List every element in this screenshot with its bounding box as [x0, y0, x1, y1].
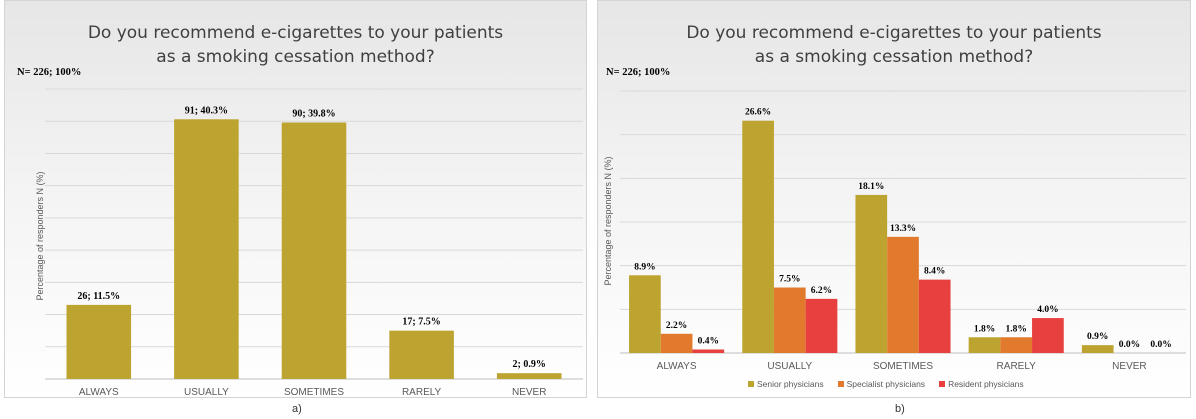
bar	[66, 304, 132, 379]
chart-title-line-1: Do you recommend e-cigarettes to your pa…	[87, 23, 504, 43]
data-label: 8.4%	[924, 267, 945, 277]
chart-plot-area: 8.9% 2.2% 0.4% ALWAYS 26.6% 7.5% 6.2% USUALLY 18…	[620, 90, 1186, 372]
data-label: 18.1%	[858, 182, 884, 192]
legend-item: Resident physicians	[939, 379, 1024, 389]
bar	[887, 236, 919, 353]
data-label: 8.9%	[634, 262, 655, 272]
chart-title-line-2: as a smoking cessation method?	[156, 47, 435, 67]
x-tick-label: RARELY	[997, 361, 1037, 372]
x-tick-label: RARELY	[402, 387, 442, 398]
data-label: 90; 39.8%	[292, 109, 335, 120]
bar	[496, 373, 562, 379]
bar	[1081, 345, 1114, 353]
bar	[1032, 318, 1064, 353]
bar	[660, 333, 693, 353]
bar	[1000, 337, 1033, 353]
bar	[855, 194, 888, 353]
data-label: 17; 7.5%	[402, 317, 440, 328]
legend-label: Specialist physicians	[846, 379, 926, 389]
data-label: 1.8%	[1006, 324, 1027, 334]
data-label: 13.3%	[890, 224, 916, 234]
legend-item: Senior physicians	[748, 379, 824, 389]
x-tick-label: SOMETIMES	[284, 387, 344, 398]
legend-item: Specialist physicians	[837, 379, 926, 389]
legend-label: Senior physicians	[757, 379, 824, 389]
x-tick-label: USUALLY	[184, 387, 229, 398]
bar	[805, 298, 838, 353]
chart-plot-area: 26; 11.5% ALWAYS 91; 40.3% USUALLY 90; 39.8%…	[45, 88, 583, 398]
data-label: 4.0%	[1037, 305, 1058, 315]
bar	[629, 275, 661, 353]
panel-caption-b: b)	[895, 403, 905, 415]
sample-size-label: N= 226; 100%	[17, 67, 82, 78]
bar	[742, 120, 774, 354]
chart-panel-a: Do you recommend e-cigarettes to your pa…	[4, 0, 587, 398]
legend-swatch	[939, 381, 946, 387]
x-tick-label: NEVER	[512, 387, 546, 398]
x-tick-label: USUALLY	[767, 361, 812, 372]
data-label: 91; 40.3%	[185, 105, 228, 116]
bar	[692, 349, 725, 353]
legend-swatch	[748, 381, 754, 387]
panel-caption-a: a)	[292, 403, 302, 415]
data-label: 2; 0.9%	[513, 359, 546, 370]
data-label: 0.0%	[1119, 340, 1140, 350]
data-label: 1.8%	[974, 324, 995, 334]
bar	[918, 279, 951, 353]
chart-title: Do you recommend e-cigarettes to your pa…	[598, 21, 1190, 69]
x-tick-label: ALWAYS	[79, 387, 119, 398]
x-tick-label: NEVER	[1112, 361, 1146, 372]
chart-title-line-1: Do you recommend e-cigarettes to your pa…	[686, 23, 1102, 43]
x-tick-label: ALWAYS	[657, 361, 697, 372]
bar	[773, 287, 806, 353]
bar	[968, 337, 1001, 353]
sample-size-label: N= 226; 100%	[606, 67, 671, 78]
data-label: 6.2%	[811, 286, 832, 296]
data-label: 7.5%	[779, 275, 800, 285]
bar	[281, 122, 347, 379]
data-label: 0.4%	[698, 337, 719, 347]
legend-swatch	[837, 381, 844, 387]
x-tick-label: SOMETIMES	[873, 361, 933, 372]
chart-title: Do you recommend e-cigarettes to your pa…	[5, 21, 586, 69]
chart-title-line-2: as a smoking cessation method?	[754, 47, 1034, 67]
data-label: 2.2%	[666, 321, 687, 331]
data-label: 26; 11.5%	[77, 291, 120, 302]
bar	[389, 330, 454, 379]
chart-legend: Senior physicians Specialist physicians Re…	[748, 379, 1024, 389]
data-label: 26.6%	[745, 108, 771, 118]
chart-panel-b: Do you recommend e-cigarettes to your pa…	[597, 0, 1191, 398]
bar	[174, 119, 239, 380]
data-label: 0.0%	[1150, 340, 1171, 350]
legend-label: Resident physicians	[948, 379, 1024, 389]
data-label: 0.9%	[1087, 332, 1108, 342]
